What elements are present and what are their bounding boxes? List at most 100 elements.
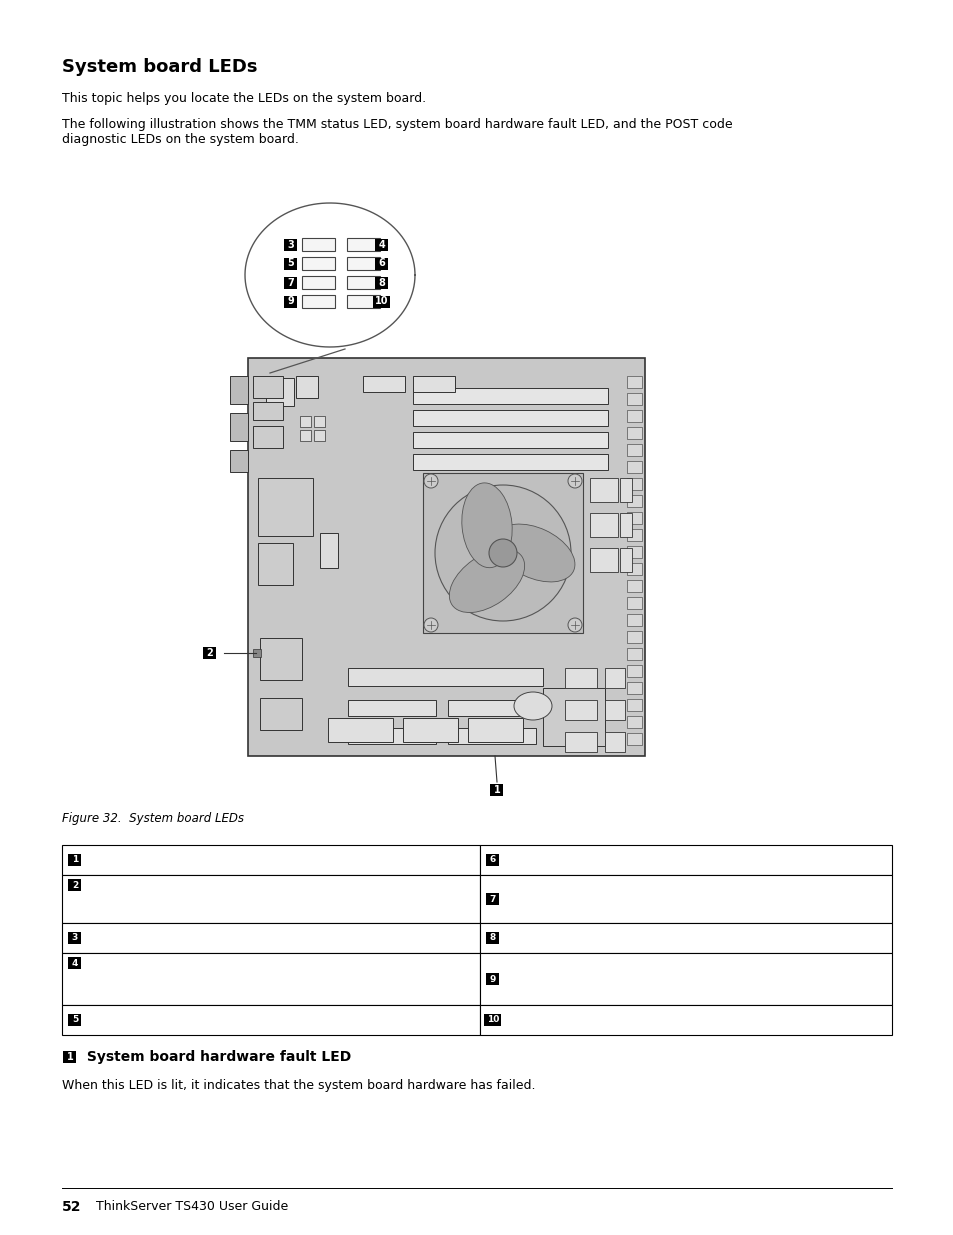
Text: POST code diagnostic LED #4: POST code diagnostic LED #4 xyxy=(88,931,263,945)
FancyBboxPatch shape xyxy=(328,718,393,742)
Text: POST code diagnostic LED #3: POST code diagnostic LED #3 xyxy=(505,1014,680,1026)
Circle shape xyxy=(423,474,437,488)
FancyBboxPatch shape xyxy=(295,375,317,398)
FancyBboxPatch shape xyxy=(64,1051,76,1063)
FancyBboxPatch shape xyxy=(626,529,641,541)
Text: POST code diagnostic LED #2: POST code diagnostic LED #2 xyxy=(505,931,680,945)
FancyBboxPatch shape xyxy=(486,893,499,905)
FancyBboxPatch shape xyxy=(484,1014,501,1026)
Text: POST code diagnostic LED #1: POST code diagnostic LED #1 xyxy=(505,853,680,867)
FancyBboxPatch shape xyxy=(299,430,311,441)
FancyBboxPatch shape xyxy=(348,668,542,685)
Text: System board hardware fault LED: System board hardware fault LED xyxy=(82,1050,351,1065)
FancyBboxPatch shape xyxy=(314,416,325,427)
Text: TMM status LED (also known as BMC status: TMM status LED (also known as BMC status xyxy=(88,878,344,892)
Text: LED): LED) xyxy=(75,899,103,911)
Text: 7: 7 xyxy=(287,278,294,288)
FancyBboxPatch shape xyxy=(626,580,641,592)
FancyBboxPatch shape xyxy=(564,732,597,752)
FancyBboxPatch shape xyxy=(284,277,297,289)
FancyBboxPatch shape xyxy=(347,275,379,289)
FancyBboxPatch shape xyxy=(486,932,499,944)
Text: Bit (LSB): Bit (LSB) xyxy=(75,977,126,990)
Text: POST code diagnostic LED #6: POST code diagnostic LED #6 xyxy=(505,893,680,905)
FancyBboxPatch shape xyxy=(62,1005,479,1035)
Text: 9: 9 xyxy=(489,974,496,983)
FancyBboxPatch shape xyxy=(626,631,641,643)
Text: System board LEDs: System board LEDs xyxy=(62,58,257,77)
FancyBboxPatch shape xyxy=(62,876,479,923)
FancyBboxPatch shape xyxy=(619,513,631,537)
Text: 1: 1 xyxy=(71,856,78,864)
FancyBboxPatch shape xyxy=(448,727,536,743)
FancyBboxPatch shape xyxy=(62,845,479,876)
Text: 5: 5 xyxy=(71,1015,78,1025)
FancyBboxPatch shape xyxy=(626,563,641,576)
FancyBboxPatch shape xyxy=(248,358,644,756)
Text: POST code diagnostic LED #5: POST code diagnostic LED #5 xyxy=(88,1014,263,1026)
FancyBboxPatch shape xyxy=(260,638,302,680)
Text: 10: 10 xyxy=(375,296,388,306)
FancyBboxPatch shape xyxy=(302,295,335,308)
FancyBboxPatch shape xyxy=(363,375,405,391)
FancyBboxPatch shape xyxy=(589,513,618,537)
FancyBboxPatch shape xyxy=(604,700,624,720)
FancyBboxPatch shape xyxy=(626,445,641,456)
FancyBboxPatch shape xyxy=(626,664,641,677)
Text: 2: 2 xyxy=(207,648,213,658)
FancyBboxPatch shape xyxy=(253,403,283,420)
FancyBboxPatch shape xyxy=(284,295,297,308)
FancyBboxPatch shape xyxy=(69,932,81,944)
FancyBboxPatch shape xyxy=(619,478,631,501)
FancyBboxPatch shape xyxy=(299,416,311,427)
FancyBboxPatch shape xyxy=(375,238,388,251)
FancyBboxPatch shape xyxy=(413,454,607,471)
Ellipse shape xyxy=(495,524,575,582)
FancyBboxPatch shape xyxy=(302,257,335,270)
FancyBboxPatch shape xyxy=(626,716,641,727)
Text: 6: 6 xyxy=(378,258,385,268)
FancyBboxPatch shape xyxy=(69,957,81,969)
Text: 3: 3 xyxy=(71,934,78,942)
FancyBboxPatch shape xyxy=(347,257,379,270)
FancyBboxPatch shape xyxy=(69,879,81,890)
FancyBboxPatch shape xyxy=(486,853,499,866)
FancyBboxPatch shape xyxy=(626,461,641,473)
FancyBboxPatch shape xyxy=(490,784,503,797)
FancyBboxPatch shape xyxy=(626,410,641,422)
Text: Figure 32.  System board LEDs: Figure 32. System board LEDs xyxy=(62,811,244,825)
Text: 1: 1 xyxy=(67,1052,73,1062)
FancyBboxPatch shape xyxy=(619,548,631,572)
FancyBboxPatch shape xyxy=(62,923,479,953)
FancyBboxPatch shape xyxy=(413,388,607,404)
Text: The following illustration shows the TMM status LED, system board hardware fault: The following illustration shows the TMM… xyxy=(62,119,732,146)
FancyBboxPatch shape xyxy=(448,700,536,716)
Text: 3: 3 xyxy=(287,240,294,249)
FancyBboxPatch shape xyxy=(347,238,379,251)
FancyBboxPatch shape xyxy=(257,543,293,585)
FancyBboxPatch shape xyxy=(375,258,388,269)
FancyBboxPatch shape xyxy=(253,375,283,398)
FancyBboxPatch shape xyxy=(604,732,624,752)
Circle shape xyxy=(435,485,571,621)
FancyBboxPatch shape xyxy=(422,473,582,634)
Text: 2: 2 xyxy=(71,881,78,889)
FancyBboxPatch shape xyxy=(479,845,891,876)
FancyBboxPatch shape xyxy=(626,648,641,659)
Text: ThinkServer TS430 User Guide: ThinkServer TS430 User Guide xyxy=(80,1200,288,1213)
Text: POST code diagnostic LED #0 - Least Significant: POST code diagnostic LED #0 - Least Sign… xyxy=(88,956,373,969)
FancyBboxPatch shape xyxy=(375,277,388,289)
Ellipse shape xyxy=(514,692,552,720)
FancyBboxPatch shape xyxy=(69,1014,81,1026)
FancyBboxPatch shape xyxy=(257,478,313,536)
FancyBboxPatch shape xyxy=(626,699,641,711)
FancyBboxPatch shape xyxy=(266,378,294,406)
FancyBboxPatch shape xyxy=(486,973,499,986)
Text: 7: 7 xyxy=(489,894,496,904)
Text: 4: 4 xyxy=(378,240,385,249)
FancyBboxPatch shape xyxy=(230,375,248,404)
FancyBboxPatch shape xyxy=(564,668,597,688)
FancyBboxPatch shape xyxy=(203,647,216,659)
FancyBboxPatch shape xyxy=(479,923,891,953)
FancyBboxPatch shape xyxy=(302,238,335,251)
